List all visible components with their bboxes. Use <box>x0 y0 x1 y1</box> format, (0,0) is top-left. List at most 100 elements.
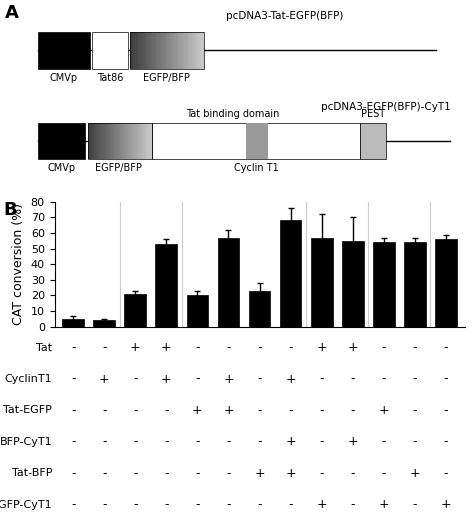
Text: -: - <box>71 341 75 354</box>
Bar <box>62 319 84 327</box>
Text: -: - <box>288 404 293 417</box>
Text: -: - <box>71 404 75 417</box>
Bar <box>135 123 137 159</box>
Bar <box>342 241 364 327</box>
Text: -: - <box>382 341 386 354</box>
Text: -: - <box>195 498 200 511</box>
Text: -: - <box>412 373 417 386</box>
Text: -: - <box>226 498 231 511</box>
Text: -: - <box>412 341 417 354</box>
Text: -: - <box>164 498 169 511</box>
Bar <box>311 238 332 327</box>
Text: EGFP/BFP: EGFP/BFP <box>144 73 190 83</box>
Text: +: + <box>410 467 420 479</box>
Bar <box>118 123 120 159</box>
Bar <box>187 32 190 68</box>
Bar <box>133 32 136 68</box>
Bar <box>194 32 197 68</box>
Bar <box>102 123 105 159</box>
Text: -: - <box>102 467 107 479</box>
Bar <box>92 32 128 68</box>
Bar <box>130 123 133 159</box>
Text: -: - <box>382 373 386 386</box>
Text: PEST: PEST <box>362 109 385 119</box>
Y-axis label: CAT conversion (%): CAT conversion (%) <box>12 203 25 325</box>
Bar <box>96 123 99 159</box>
Text: -: - <box>257 341 262 354</box>
Bar <box>196 32 200 68</box>
Text: +: + <box>161 373 172 386</box>
Text: -: - <box>382 435 386 448</box>
Text: +: + <box>254 467 265 479</box>
Bar <box>182 32 185 68</box>
Bar <box>143 32 146 68</box>
Bar <box>139 123 142 159</box>
Bar <box>124 294 146 327</box>
Text: +: + <box>440 498 451 511</box>
Bar <box>126 123 129 159</box>
Bar <box>88 123 152 159</box>
Bar <box>116 123 118 159</box>
Bar <box>179 32 182 68</box>
Text: EGFP/BFP: EGFP/BFP <box>95 164 142 174</box>
Text: -: - <box>319 467 324 479</box>
Bar <box>113 123 116 159</box>
Bar <box>162 32 165 68</box>
Bar <box>172 32 175 68</box>
Text: +: + <box>285 435 296 448</box>
Bar <box>38 32 90 68</box>
Text: Tat binding domain: Tat binding domain <box>186 109 279 119</box>
Bar <box>132 123 135 159</box>
Bar <box>152 123 360 159</box>
Text: +: + <box>347 341 358 354</box>
Text: Tat-EGFP: Tat-EGFP <box>3 406 52 415</box>
Bar <box>92 123 95 159</box>
Bar <box>191 32 194 68</box>
Text: -: - <box>164 435 169 448</box>
Text: -: - <box>102 435 107 448</box>
Text: -: - <box>71 467 75 479</box>
Text: -: - <box>288 498 293 511</box>
Text: +: + <box>316 341 327 354</box>
Bar <box>137 123 139 159</box>
Bar <box>373 242 395 327</box>
Bar <box>100 123 103 159</box>
Text: +: + <box>347 435 358 448</box>
Bar <box>146 123 148 159</box>
Bar <box>155 32 158 68</box>
Bar <box>435 239 457 327</box>
Text: -: - <box>444 341 448 354</box>
Text: CMVp: CMVp <box>47 164 76 174</box>
Bar <box>90 123 92 159</box>
Bar <box>153 32 155 68</box>
Text: -: - <box>133 404 137 417</box>
Bar <box>120 123 122 159</box>
Bar <box>137 32 141 68</box>
Bar <box>201 32 204 68</box>
Bar <box>157 32 160 68</box>
Bar <box>246 123 268 159</box>
Text: -: - <box>444 373 448 386</box>
Text: -: - <box>412 404 417 417</box>
Bar <box>107 123 109 159</box>
Text: -: - <box>444 467 448 479</box>
Text: -: - <box>71 498 75 511</box>
Bar <box>249 290 270 327</box>
Bar <box>218 238 239 327</box>
Text: -: - <box>257 498 262 511</box>
Text: -: - <box>195 341 200 354</box>
Bar <box>184 32 187 68</box>
Text: -: - <box>226 467 231 479</box>
Text: -: - <box>319 404 324 417</box>
Bar <box>94 123 97 159</box>
Text: -: - <box>350 373 355 386</box>
Text: -: - <box>226 435 231 448</box>
Text: -: - <box>71 435 75 448</box>
Bar <box>360 123 386 159</box>
Text: -: - <box>257 373 262 386</box>
Text: Tat-BFP: Tat-BFP <box>11 468 52 478</box>
Text: +: + <box>192 404 203 417</box>
Bar <box>170 32 173 68</box>
Bar <box>280 220 301 327</box>
Bar <box>174 32 177 68</box>
